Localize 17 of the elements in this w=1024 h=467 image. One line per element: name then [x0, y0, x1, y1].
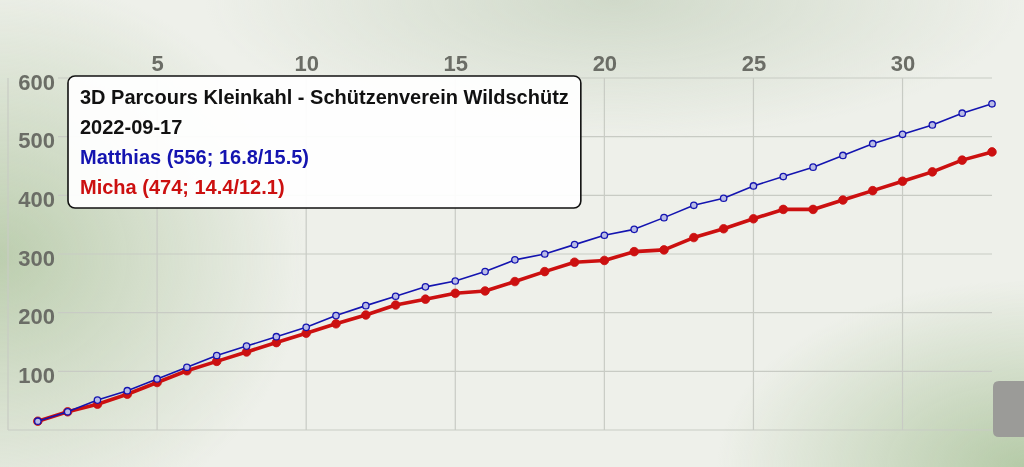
- y-tick-label: 200: [18, 304, 55, 330]
- y-tick-label: 400: [18, 186, 55, 212]
- x-tick-label: 5: [151, 51, 164, 76]
- text: Micha (474; 14.4/12.1): [80, 176, 285, 198]
- y-tick-label: 100: [18, 362, 55, 388]
- x-tick-label: 30: [890, 51, 916, 76]
- text: Matthias (556; 16.8/15.5): [80, 146, 309, 168]
- chart-title: 3D Parcours Kleinkahl - Schützenverein Wildschütz: [80, 86, 569, 108]
- x-tick-label: 10: [294, 51, 319, 76]
- text: 2022-09-17: [80, 116, 183, 138]
- y-tick-label: 500: [18, 128, 55, 154]
- y-tick-label: 600: [18, 69, 55, 95]
- y-tick-label: 300: [18, 245, 55, 271]
- x-tick-label: 15: [443, 51, 469, 76]
- side-button[interactable]: [993, 381, 1024, 437]
- x-tick-label: 20: [592, 51, 618, 76]
- x-tick-label: 25: [741, 51, 767, 76]
